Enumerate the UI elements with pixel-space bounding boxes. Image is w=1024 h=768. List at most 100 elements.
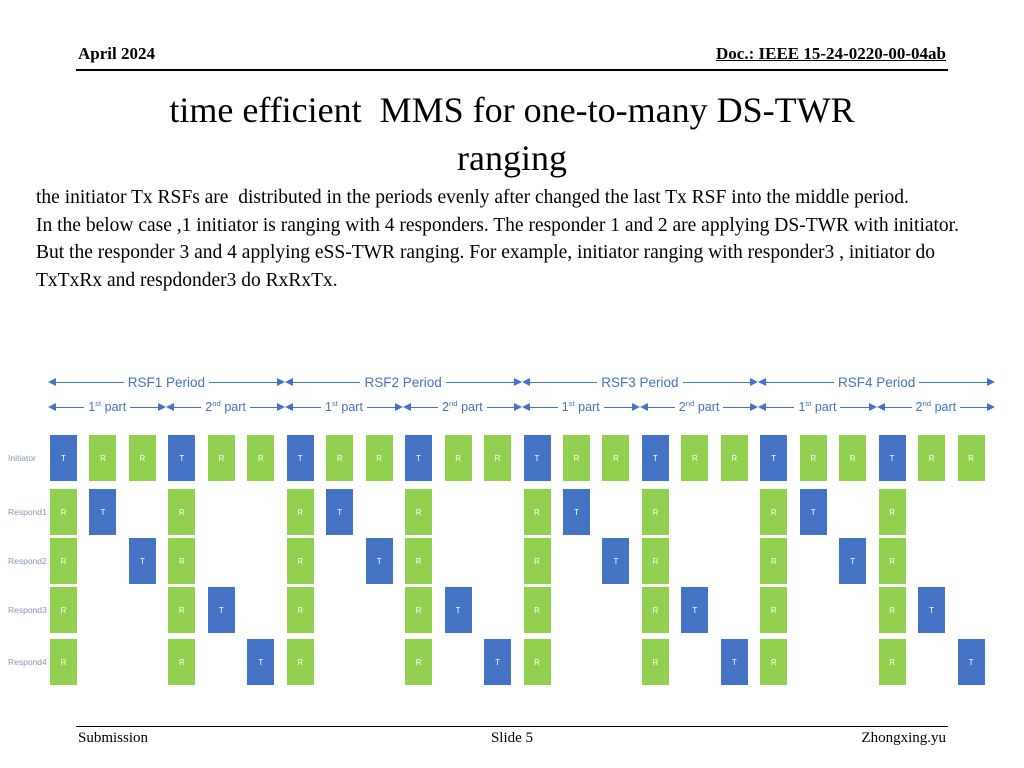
rx-block: R [286,587,314,633]
footer-rule [76,726,948,727]
slide-title-line2: ranging [457,138,567,178]
rx-block: R [760,538,788,584]
arrow-line [529,381,598,383]
tx-block: T [207,587,235,633]
rx-block: R [878,639,906,685]
arrow-line [56,406,85,408]
rx-block: R [168,639,196,685]
period-arrow: RSF4 Period [758,374,996,390]
arrow-line [766,406,795,408]
arrow-line [411,406,439,408]
period-arrow: RSF3 Period [521,374,759,390]
part-label: 1st part [561,399,600,415]
part-arrow: 1st part [758,399,877,415]
rx-block: R [641,489,669,535]
rx-block: R [168,538,196,584]
tx-block: T [878,435,906,481]
arrow-line [130,406,159,408]
tx-block: T [365,538,393,584]
row-label: Respond1 [8,507,47,517]
arrowhead-right-icon [395,403,404,411]
part-label: 1st part [88,399,127,415]
rx-block: R [326,435,354,481]
header-date: April 2024 [78,44,155,63]
arrow-line [529,406,558,408]
tx-block: T [562,489,590,535]
arrow-line [647,406,675,408]
part-label: 2nd part [442,399,483,415]
rx-block: R [523,587,551,633]
rx-block: R [168,489,196,535]
rx-block: R [878,587,906,633]
rx-block: R [365,435,393,481]
arrow-line [884,406,912,408]
tx-block: T [89,489,117,535]
arrowhead-right-icon [276,403,285,411]
rx-block: R [799,435,827,481]
arrowhead-left-icon [639,403,648,411]
rx-block: R [286,639,314,685]
footer-author: Zhongxing.yu [861,730,946,746]
arrowhead-right-icon [987,403,995,411]
period-label: RSF1 Period [127,374,206,390]
arrow-line [723,406,751,408]
tx-block: T [444,587,472,633]
arrowhead-left-icon [758,403,767,411]
part-arrow: 1st part [284,399,404,415]
rx-block: R [50,489,77,535]
rx-block: R [641,587,669,633]
period-label: RSF2 Period [364,374,442,390]
part-arrow: 1st part [48,399,167,415]
header-rule [76,69,948,71]
rx-block: R [128,435,156,481]
arrowhead-right-icon [987,378,996,386]
rx-block: R [484,435,512,481]
tx-block: T [839,538,867,584]
rx-block: R [760,489,788,535]
tx-block: T [957,639,985,685]
arrow-line [174,406,202,408]
rx-block: R [286,538,314,584]
part-label: 1st part [798,399,837,415]
rx-block: R [839,435,867,481]
tx-block: T [681,587,709,633]
tx-block: T [50,435,77,481]
period-arrow: RSF2 Period [284,374,522,390]
arrowhead-left-icon [284,378,293,386]
part-label: 2nd part [915,399,957,415]
arrow-line [209,381,277,383]
rx-block: R [286,489,314,535]
tx-block: T [760,435,788,481]
footer-slide-number: Slide 5 [490,730,534,746]
rx-block: R [720,435,748,481]
rx-block: R [207,435,235,481]
rx-block: R [681,435,709,481]
part-arrow: 2nd part [166,399,285,415]
arrow-line [919,381,988,383]
body-paragraph-1: the initiator Tx RSFs are distributed in… [36,187,909,208]
tx-block: T [247,639,275,685]
arrowhead-right-icon [750,403,759,411]
part-label: 1st part [324,399,363,415]
tx-block: T [799,489,827,535]
row-label: Respond2 [8,556,47,566]
rx-block: R [562,435,590,481]
arrow-line [445,381,514,383]
rx-block: R [760,587,788,633]
row-label: Initiator [8,453,36,463]
rx-block: R [405,639,433,685]
arrow-line [292,406,321,408]
rx-block: R [878,489,906,535]
part-label: 2nd part [205,399,246,415]
rx-block: R [523,538,551,584]
part-label: 2nd part [678,399,720,415]
header-doc-number: Doc.: IEEE 15-24-0220-00-04ab [716,44,946,63]
rx-block: R [168,587,196,633]
arrowhead-right-icon [158,403,167,411]
slide-title: time efficient MMS for one-to-many DS-TW… [0,86,1024,182]
arrowhead-left-icon [48,403,56,411]
part-arrow: 2nd part [403,399,522,415]
timing-diagram: RSF1 Period RSF2 Period RSF3 Period RSF4 Pe… [0,372,1024,702]
arrow-line [292,381,361,383]
